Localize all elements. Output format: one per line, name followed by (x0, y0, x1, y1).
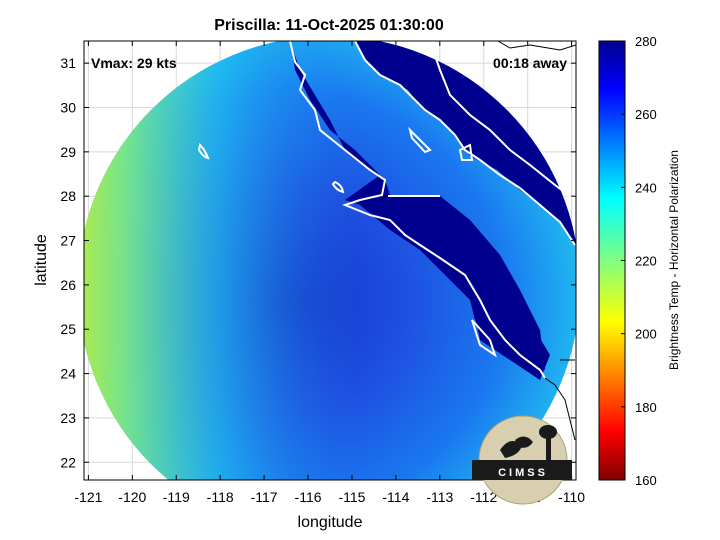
land-baja-south (470, 290, 550, 380)
y-axis-label: latitude (33, 234, 50, 286)
plot-area: -121 -120 -119 -118 -117 -116 -115 -114 -113 -112… (60, 40, 585, 505)
y-tick-label: 29 (60, 144, 76, 160)
colorbar-ticks: 160 180 200 220 240 260 280 (621, 34, 657, 488)
cimss-logo: CIMSS (472, 415, 572, 505)
x-axis-ticks: -121 -120 -119 -118 -117 -116 -115 -114 -113 -112… (74, 41, 585, 505)
colorbar-tick-label: 180 (635, 400, 657, 415)
colorbar: 160 180 200 220 240 260 280 Brightness Temp - … (598, 34, 681, 488)
x-tick-label: -113 (426, 489, 453, 505)
x-tick-label: -116 (295, 489, 322, 505)
y-tick-label: 31 (60, 55, 76, 71)
y-tick-label: 22 (60, 454, 76, 470)
y-axis-ticks: 22 23 24 25 26 27 28 29 30 31 (60, 55, 576, 470)
colorbar-tick-label: 160 (635, 473, 657, 488)
colorbar-tick-label: 240 (635, 180, 657, 195)
x-tick-label: -120 (118, 489, 146, 505)
coastlines (197, 41, 576, 379)
x-tick-label: -114 (382, 489, 409, 505)
time-away-label: 00:18 away (493, 55, 567, 71)
x-tick-label: -112 (470, 489, 497, 505)
x-axis-label: longitude (298, 514, 363, 531)
x-tick-label: -110 (558, 489, 585, 505)
colorbar-tick-label: 220 (635, 254, 657, 269)
land-baja (290, 41, 545, 370)
y-tick-label: 25 (60, 321, 76, 337)
logo-text: CIMSS (498, 467, 548, 479)
y-tick-label: 30 (60, 100, 76, 116)
y-tick-label: 23 (60, 410, 76, 426)
y-tick-label: 24 (60, 366, 76, 382)
x-tick-label: -115 (338, 489, 365, 505)
y-tick-label: 27 (60, 233, 76, 249)
y-tick-label: 26 (60, 277, 76, 293)
map-title: Priscilla: 11-Oct-2025 01:30:00 (214, 17, 444, 34)
colorbar-tick-label: 200 (635, 327, 657, 342)
colorbar-tick-label: 260 (635, 107, 657, 122)
y-tick-label: 28 (60, 188, 76, 204)
x-tick-label: -119 (163, 489, 190, 505)
colorbar-label: Brightness Temp - Horizontal Polarizatio… (667, 150, 681, 370)
x-tick-label: -117 (251, 489, 278, 505)
x-tick-label: -121 (74, 489, 102, 505)
brightness-swath (84, 41, 576, 480)
x-tick-label: -118 (207, 489, 234, 505)
vmax-label: Vmax: 29 kts (91, 55, 177, 71)
colorbar-tick-label: 280 (635, 34, 657, 49)
coastlines-outside (497, 41, 576, 441)
